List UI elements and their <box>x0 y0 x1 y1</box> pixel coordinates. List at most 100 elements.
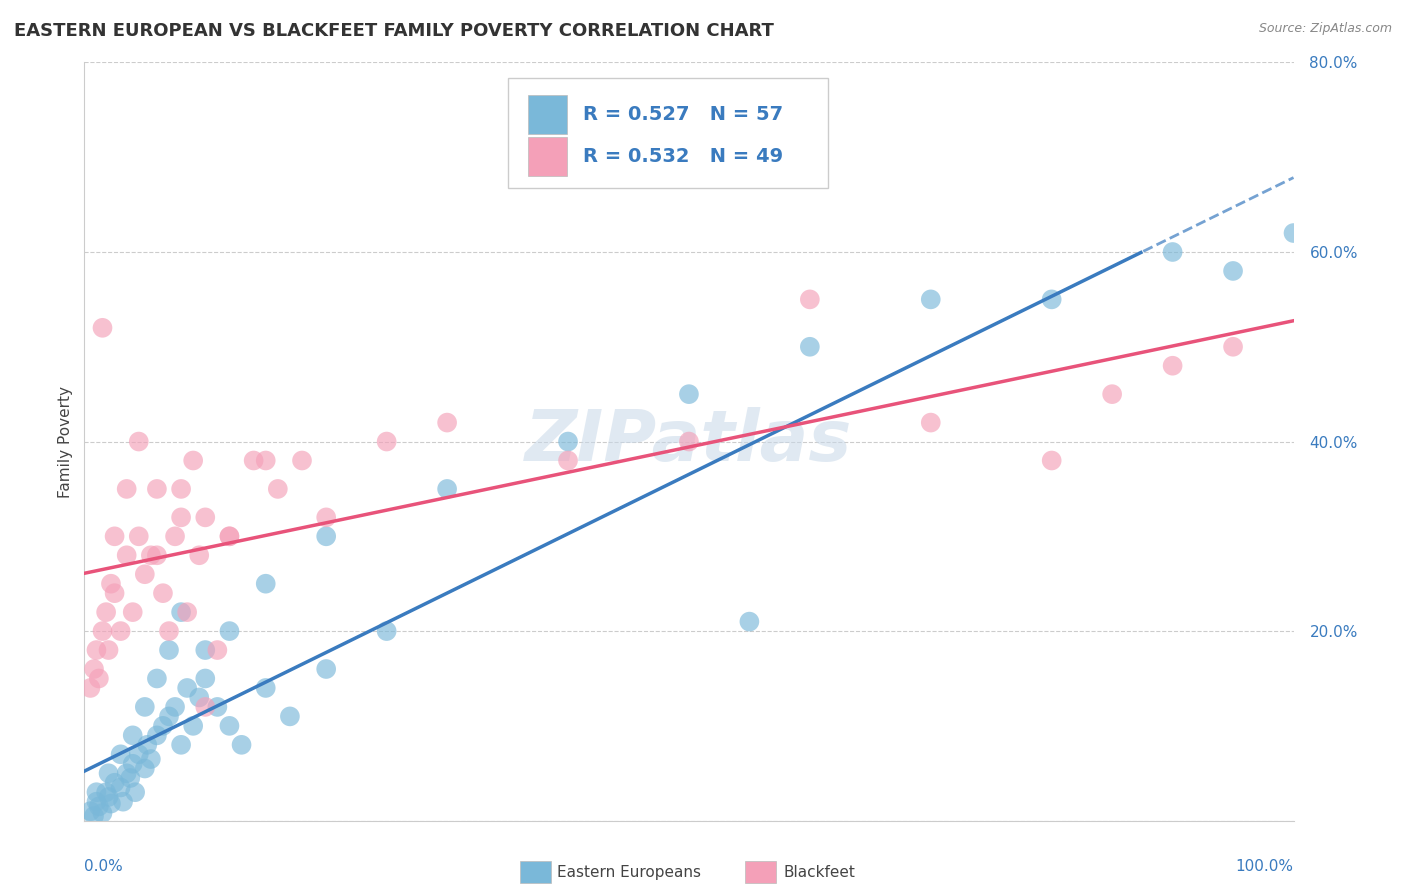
Point <box>194 643 217 657</box>
Text: ZIPatlas: ZIPatlas <box>526 407 852 476</box>
Point <box>218 719 240 733</box>
Text: R = 0.527   N = 57: R = 0.527 N = 57 <box>582 105 783 124</box>
Point <box>91 320 114 334</box>
Point <box>1282 226 1305 240</box>
Point <box>100 576 122 591</box>
Point <box>799 340 821 354</box>
Point <box>231 738 253 752</box>
Point <box>86 643 108 657</box>
Point <box>128 529 150 543</box>
Point <box>254 453 277 467</box>
Point <box>218 529 240 543</box>
Point <box>121 756 143 771</box>
Point <box>176 605 198 619</box>
Point <box>100 797 122 811</box>
Point <box>291 453 314 467</box>
Text: 0.0%: 0.0% <box>84 858 124 873</box>
Point <box>194 672 217 686</box>
Point <box>146 482 169 496</box>
Point <box>146 672 169 686</box>
Point <box>152 719 174 733</box>
Point <box>375 434 398 449</box>
Point <box>134 699 156 714</box>
Point <box>157 709 180 723</box>
Text: 100.0%: 100.0% <box>1236 858 1294 873</box>
Point <box>86 785 108 799</box>
Point <box>218 529 240 543</box>
Point <box>315 529 337 543</box>
Point <box>104 776 127 790</box>
Point <box>678 434 700 449</box>
Point <box>134 567 156 582</box>
Point <box>146 548 169 563</box>
Point <box>1161 244 1184 259</box>
Point <box>115 482 138 496</box>
Point <box>165 529 187 543</box>
Point <box>152 586 174 600</box>
Point <box>87 799 110 814</box>
Point <box>1101 387 1123 401</box>
Point <box>110 747 132 762</box>
Point <box>115 766 138 780</box>
Text: Eastern Europeans: Eastern Europeans <box>557 865 700 880</box>
Text: R = 0.532   N = 49: R = 0.532 N = 49 <box>582 147 783 166</box>
Point <box>557 453 579 467</box>
Point <box>181 719 204 733</box>
Point <box>97 643 120 657</box>
Point <box>315 662 337 676</box>
Point <box>104 586 127 600</box>
Y-axis label: Family Poverty: Family Poverty <box>58 385 73 498</box>
Point <box>83 809 105 823</box>
Point <box>176 681 198 695</box>
Point <box>121 605 143 619</box>
Point <box>278 709 301 723</box>
Point <box>254 681 277 695</box>
Point <box>194 699 217 714</box>
Point <box>436 482 458 496</box>
Point <box>97 766 120 780</box>
Point <box>207 643 229 657</box>
Point <box>110 624 132 639</box>
Point <box>91 806 114 821</box>
Point <box>79 681 101 695</box>
Point <box>94 605 117 619</box>
Point <box>120 771 142 785</box>
Point <box>157 624 180 639</box>
Point <box>128 434 150 449</box>
Point <box>83 662 105 676</box>
Point <box>112 795 135 809</box>
Point <box>79 804 101 818</box>
Point <box>97 789 120 804</box>
Point <box>315 510 337 524</box>
Point <box>146 728 169 742</box>
Point <box>242 453 264 467</box>
Point <box>139 548 162 563</box>
Point <box>115 548 138 563</box>
Point <box>170 482 193 496</box>
FancyBboxPatch shape <box>529 95 567 135</box>
Point <box>1040 293 1063 307</box>
Text: Blackfeet: Blackfeet <box>783 865 855 880</box>
Point <box>738 615 761 629</box>
Point <box>121 728 143 742</box>
Point <box>218 624 240 639</box>
FancyBboxPatch shape <box>508 78 828 187</box>
Point <box>1222 340 1244 354</box>
Point <box>188 690 211 705</box>
Point <box>207 699 229 714</box>
Point <box>170 738 193 752</box>
Point <box>94 785 117 799</box>
Point <box>188 548 211 563</box>
Point <box>920 293 942 307</box>
Point <box>139 752 162 766</box>
Point <box>136 738 159 752</box>
Point <box>1161 359 1184 373</box>
Point <box>104 529 127 543</box>
Point <box>87 672 110 686</box>
Point <box>267 482 290 496</box>
Point <box>91 624 114 639</box>
Point <box>254 576 277 591</box>
Point <box>110 780 132 795</box>
Text: Source: ZipAtlas.com: Source: ZipAtlas.com <box>1258 22 1392 36</box>
Point <box>375 624 398 639</box>
